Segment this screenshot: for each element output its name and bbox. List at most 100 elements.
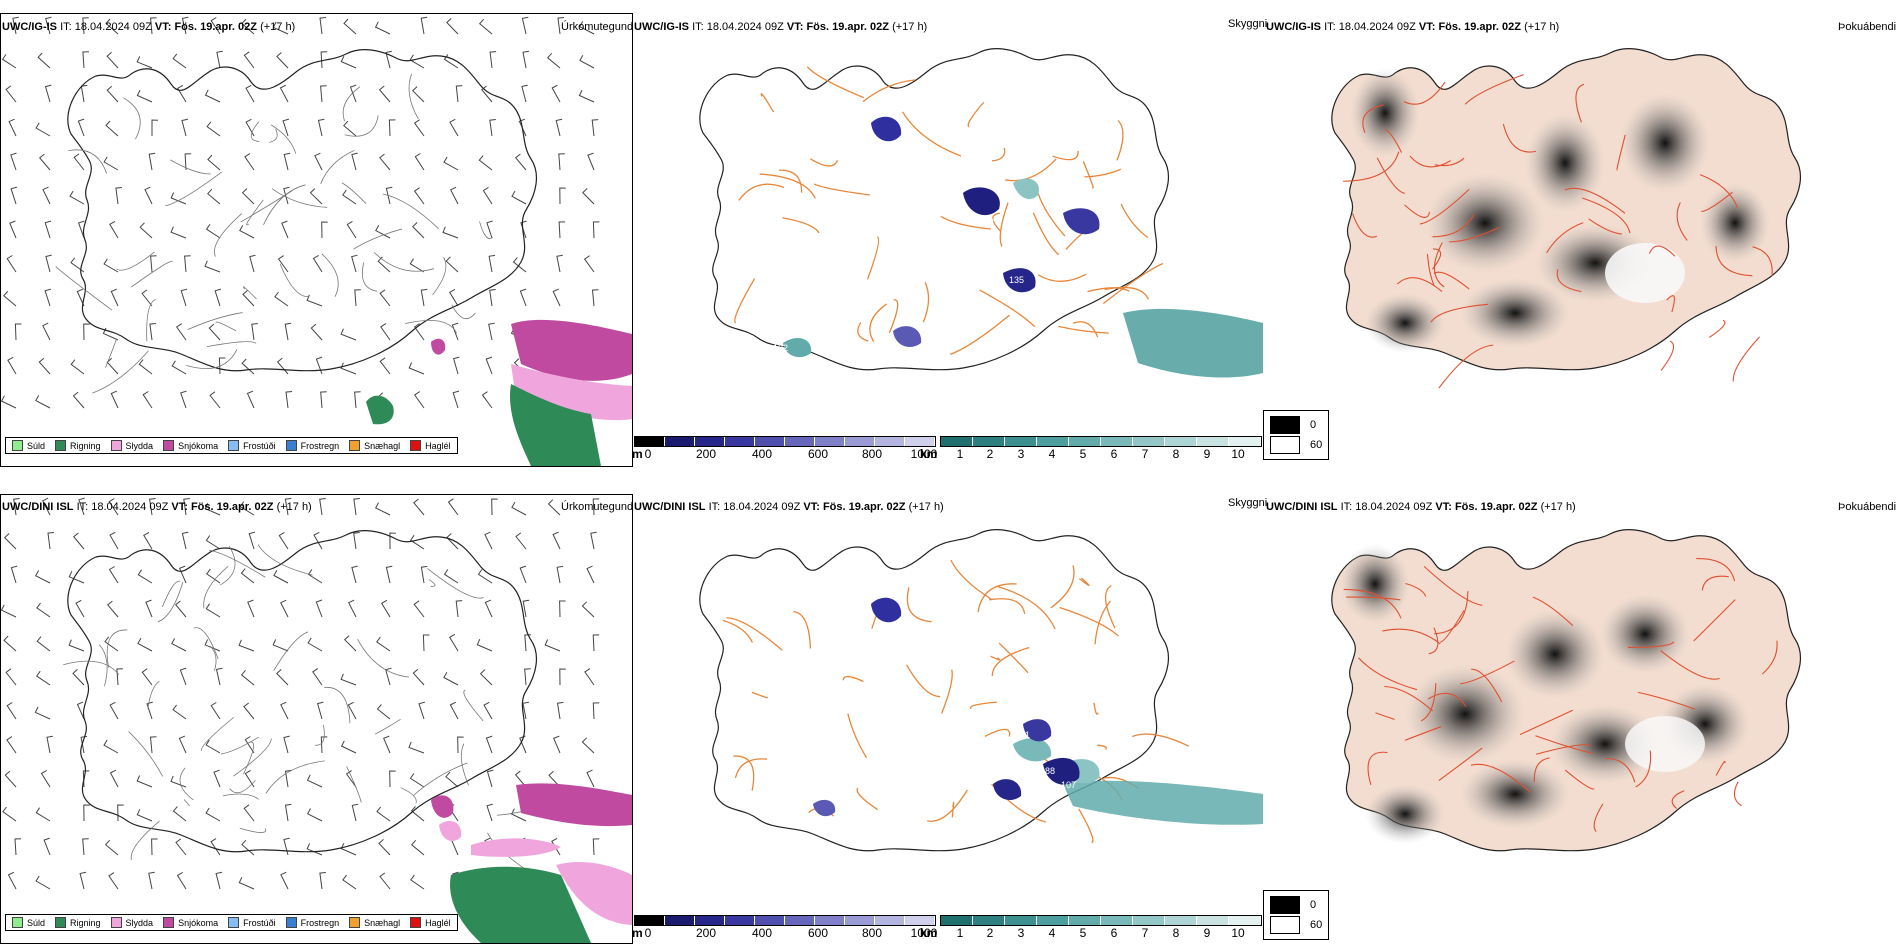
wind-barb [243,702,255,720]
wind-barb [479,669,493,686]
precip-type-panel: Súld Rigning Slydda Snjókoma Frostúði Fr… [0,13,633,467]
wind-barb [273,570,289,584]
wind-barb [559,600,566,618]
wind-barb [276,52,289,69]
wind-barb [484,599,493,618]
lead-time: (+17 h) [276,501,312,513]
wind-barb [315,599,323,618]
road-segment [99,644,108,687]
wind-barb [276,357,289,375]
wind-barb [519,288,527,307]
legend-label: Frostregn [300,440,340,451]
road-segment [1367,751,1388,786]
wind-barb [249,254,256,273]
road-segment [273,631,309,671]
legend-item: Haglél [410,440,451,451]
road-segment [1464,74,1524,105]
road-segment [1533,757,1550,783]
road-segment [1434,591,1469,635]
road-segment [1072,321,1099,338]
wind-barb [274,291,289,307]
road-segment [63,660,120,675]
vt-label: VT: [171,501,188,513]
wind-barb [388,119,396,137]
wind-barb [514,153,527,171]
wind-barb [285,391,293,409]
wind-barb [109,531,119,550]
legend-swatch [410,917,422,928]
map-label: 122 [773,343,788,353]
wind-barb [455,85,463,103]
colorbar-swatch [845,916,875,925]
road-segment [856,787,878,811]
legend-item: Slydda [110,440,153,451]
road-segment [92,350,149,394]
road-segment [1699,174,1738,208]
wind-barb [45,254,52,273]
wind-barb [409,535,425,550]
wind-barb [150,255,157,273]
wind-barb [418,701,425,720]
vt-label: VT: [1418,21,1436,33]
colorbar-swatch [973,916,1005,925]
wind-barb [449,288,459,307]
wind-barb [409,258,425,273]
wind-barb [178,735,187,754]
wind-barb [379,289,391,307]
wind-barb [278,531,289,550]
wind-barb [206,568,221,584]
wind-barb [446,18,459,35]
wind-barb [353,532,360,550]
wind-barb [241,358,255,375]
wind-barb [40,769,51,788]
wind-barb [521,16,529,35]
colorbar-tick: 3 [1017,447,1025,461]
wind-barb [136,89,153,103]
wind-barb [320,51,328,69]
road-segment [1105,585,1116,629]
wind-barb [105,18,119,35]
road-segment [1605,757,1636,783]
wind-barb [149,498,156,516]
wind-barb [452,356,460,375]
wind-barb [484,531,493,550]
map-label: 84 [1059,335,1069,345]
panel-header: UWC/DINI ISL IT: 18.04.2024 09Z VT: Fös.… [2,501,312,514]
wind-barb [511,501,527,516]
wind-barb [306,843,323,856]
road-segment [201,717,234,751]
wind-barb [172,704,187,720]
road-segment [1420,683,1437,722]
wind-barb [555,118,563,137]
colorbar-swatch [1133,437,1165,446]
wind-barb [244,769,255,788]
road-segment [1635,750,1652,788]
colorbar-swatch [755,437,785,446]
wind-barb [76,701,85,720]
wind-barb [13,498,20,516]
wind-barb [420,16,428,35]
wind-barbs [0,497,600,890]
wind-barb [351,565,358,584]
wind-barb [103,258,119,273]
road-segment [1660,340,1675,371]
it-value: 18.04.2024 09Z [1338,21,1416,33]
road-segment [1087,287,1130,293]
road-segment [842,675,864,683]
road-segment [324,687,351,724]
colorbar-swatch [1037,437,1069,446]
road-segment [1693,599,1736,642]
wind-barb [583,255,595,273]
vt-value: Fös. 19.apr. 02Z [806,21,889,33]
road-segment [105,338,118,368]
wind-barb [343,120,357,137]
road-segment [1404,726,1442,741]
wind-barb [481,391,493,409]
wind-barb [3,635,17,652]
colorbar-tick: 400 [751,447,773,461]
wind-barb [103,739,119,754]
wind-barb [385,50,392,69]
wind-barb [478,155,493,171]
fog-legend-row: 0 [1270,895,1322,915]
map-label: 124 [1073,748,1088,758]
